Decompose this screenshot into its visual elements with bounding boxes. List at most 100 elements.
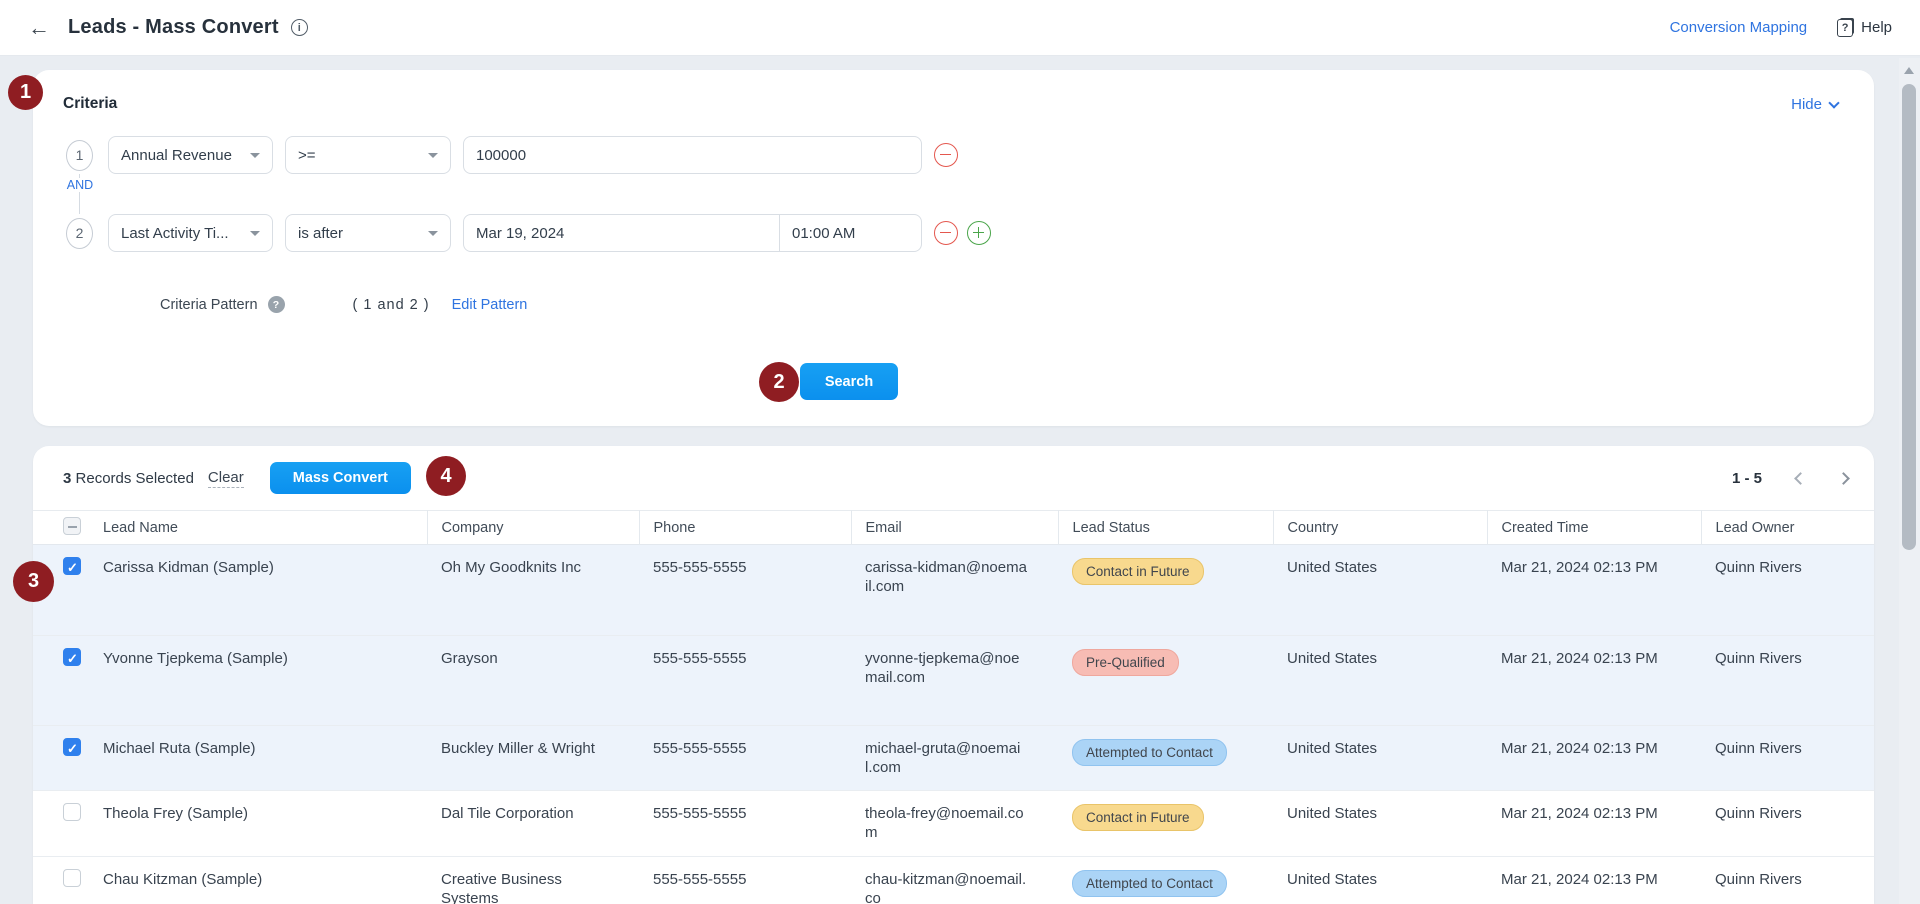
- remove-criteria-icon[interactable]: [934, 221, 958, 245]
- operator-select-value: >=: [298, 146, 316, 164]
- table-row: Chau Kitzman (Sample) Creative Business S…: [33, 856, 1874, 904]
- lead-status-cell: Attempted to Contact: [1058, 857, 1273, 904]
- criteria-title: Criteria: [63, 95, 118, 112]
- column-header-lead-name[interactable]: Lead Name: [103, 519, 178, 536]
- country-cell: United States: [1287, 871, 1378, 888]
- page-title: Leads - Mass Convert: [68, 16, 279, 38]
- lead-status-cell: Attempted to Contact: [1058, 726, 1273, 791]
- criteria-value-text: 100000: [476, 146, 527, 164]
- info-icon[interactable]: i: [290, 19, 308, 36]
- search-button[interactable]: Search: [800, 363, 898, 400]
- question-mark-icon[interactable]: ?: [267, 296, 285, 313]
- selected-count: 3: [63, 469, 72, 487]
- field-select[interactable]: Last Activity Ti...: [108, 214, 273, 252]
- field-select[interactable]: Annual Revenue: [108, 136, 273, 174]
- lead-owner-cell: Quinn Rivers: [1715, 559, 1802, 576]
- conversion-mapping-link[interactable]: Conversion Mapping: [1669, 19, 1808, 36]
- edit-pattern-link[interactable]: Edit Pattern: [451, 296, 528, 313]
- phone-cell: 555-555-5555: [653, 740, 747, 757]
- row-checkbox[interactable]: [63, 738, 81, 758]
- column-header-created-time[interactable]: Created Time: [1486, 510, 1701, 545]
- and-operator-label: AND: [63, 178, 97, 192]
- lead-name-cell[interactable]: Theola Frey (Sample): [103, 805, 249, 822]
- lead-name-cell[interactable]: Chau Kitzman (Sample): [103, 871, 263, 888]
- caret-down-icon: [250, 152, 260, 158]
- row-checkbox[interactable]: [63, 557, 81, 577]
- selected-label: Records Selected: [75, 469, 194, 487]
- created-time-cell: Mar 21, 2024 02:13 PM: [1501, 650, 1658, 667]
- company-cell: Dal Tile Corporation: [441, 805, 574, 822]
- criteria-row-1: 1 Annual Revenue >= 100000: [66, 136, 958, 174]
- scroll-up-icon[interactable]: [1904, 67, 1914, 74]
- next-page-icon[interactable]: [1837, 471, 1850, 485]
- help-icon: ?: [1837, 18, 1854, 37]
- operator-select[interactable]: >=: [285, 136, 451, 174]
- date-input[interactable]: Mar 19, 2024: [464, 215, 780, 251]
- operator-select[interactable]: is after: [285, 214, 451, 252]
- caret-down-icon: [250, 230, 260, 236]
- lead-owner-cell: Quinn Rivers: [1715, 805, 1802, 822]
- created-time-cell: Mar 21, 2024 02:13 PM: [1501, 871, 1658, 888]
- criteria-value-input[interactable]: 100000: [463, 136, 922, 174]
- phone-cell: 555-555-5555: [653, 805, 747, 822]
- status-badge: Contact in Future: [1072, 558, 1204, 585]
- criteria-row-2: 2 Last Activity Ti... is after Mar 19, 2…: [66, 214, 991, 252]
- lead-status-cell: Pre-Qualified: [1058, 636, 1273, 726]
- criteria-pattern-label: Criteria Pattern: [160, 296, 258, 313]
- created-time-cell: Mar 21, 2024 02:13 PM: [1501, 559, 1658, 576]
- lead-name-cell[interactable]: Yvonne Tjepkema (Sample): [103, 650, 288, 667]
- phone-cell: 555-555-5555: [653, 650, 747, 667]
- previous-page-icon[interactable]: [1794, 471, 1807, 485]
- column-header-email[interactable]: Email: [850, 510, 1058, 545]
- time-input[interactable]: 01:00 AM: [792, 224, 856, 242]
- select-all-checkbox[interactable]: [63, 516, 81, 535]
- mass-convert-button[interactable]: Mass Convert: [269, 462, 411, 494]
- column-header-lead-status[interactable]: Lead Status: [1057, 510, 1273, 545]
- table-row: Theola Frey (Sample) Dal Tile Corporation…: [33, 790, 1874, 857]
- records-selected-text: 3 Records Selected: [63, 470, 194, 487]
- page-range: 1 - 5: [1731, 469, 1762, 487]
- hide-criteria-link[interactable]: Hide: [1791, 96, 1840, 113]
- criteria-pattern-value: ( 1 and 2 ): [352, 296, 430, 313]
- status-badge: Contact in Future: [1072, 804, 1204, 831]
- column-header-phone[interactable]: Phone: [638, 510, 851, 545]
- datetime-input: Mar 19, 2024 01:00 AM: [463, 214, 922, 252]
- row-checkbox[interactable]: [63, 803, 81, 821]
- criteria-row-number: 2: [66, 217, 93, 249]
- lead-owner-cell: Quinn Rivers: [1715, 740, 1802, 757]
- status-badge: Pre-Qualified: [1072, 649, 1179, 676]
- help-button[interactable]: ? Help: [1837, 18, 1892, 37]
- annotation-badge-4: 4: [426, 456, 466, 496]
- phone-cell: 555-555-5555: [653, 559, 747, 576]
- app-header: ← Leads - Mass Convert i Conversion Mapp…: [0, 0, 1920, 56]
- created-time-cell: Mar 21, 2024 02:13 PM: [1501, 805, 1658, 822]
- column-header-company[interactable]: Company: [426, 510, 639, 545]
- email-cell: carissa-kidman@noemail.com: [865, 559, 1027, 595]
- annotation-badge-2: 2: [759, 362, 799, 402]
- table-row: Michael Ruta (Sample) Buckley Miller & Wr…: [33, 725, 1874, 791]
- chevron-down-icon: [1828, 96, 1840, 109]
- lead-owner-cell: Quinn Rivers: [1715, 871, 1802, 888]
- country-cell: United States: [1287, 559, 1378, 576]
- lead-status-cell: Contact in Future: [1058, 791, 1273, 857]
- lead-name-cell[interactable]: Carissa Kidman (Sample): [103, 559, 274, 576]
- remove-criteria-icon[interactable]: [934, 143, 958, 167]
- company-cell: Grayson: [441, 650, 498, 667]
- row-checkbox[interactable]: [63, 648, 81, 668]
- column-header-lead-owner[interactable]: Lead Owner: [1700, 510, 1874, 545]
- clear-selection-link[interactable]: Clear: [207, 468, 244, 488]
- vertical-scrollbar[interactable]: [1899, 58, 1920, 904]
- status-badge: Attempted to Contact: [1072, 870, 1227, 897]
- scrollbar-thumb[interactable]: [1902, 84, 1916, 550]
- column-header-country[interactable]: Country: [1272, 510, 1487, 545]
- add-criteria-icon[interactable]: [967, 221, 991, 245]
- email-cell: chau-kitzman@noemail.co: [865, 871, 1027, 904]
- country-cell: United States: [1287, 740, 1378, 757]
- lead-name-cell[interactable]: Michael Ruta (Sample): [103, 740, 256, 757]
- back-arrow-icon[interactable]: ←: [28, 14, 50, 40]
- annotation-badge-1: 1: [8, 75, 43, 110]
- row-checkbox[interactable]: [63, 869, 81, 887]
- help-label: Help: [1861, 19, 1892, 36]
- annotation-badge-3: 3: [13, 561, 54, 602]
- caret-down-icon: [428, 152, 438, 158]
